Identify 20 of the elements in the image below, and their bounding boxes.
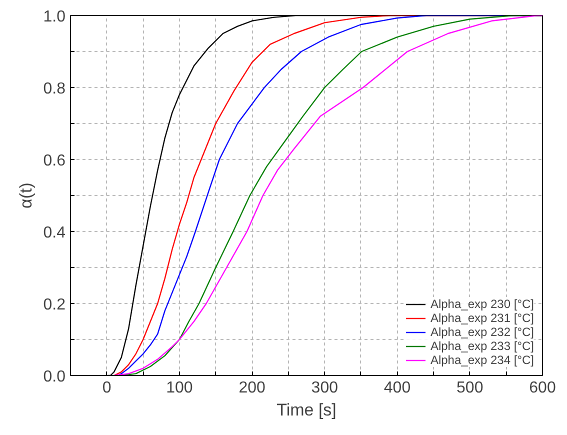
x-tick-label: 500 [456,380,484,396]
x-tick-label: 300 [311,380,338,396]
x-tick-label: 600 [529,380,556,396]
legend-label: Alpha_exp 230 [°C] [430,297,534,311]
y-tick-label: 0.8 [43,80,66,98]
y-tick-label: 0.2 [43,296,66,314]
y-tick-label: 1.0 [43,8,66,26]
y-axis-title: α(t) [16,182,36,208]
y-tick-label: 0.0 [43,368,66,386]
x-tick-label: 0 [102,380,112,396]
x-tick-label: 400 [384,380,411,396]
legend-label: Alpha_exp 231 [°C] [430,311,534,325]
legend-label: Alpha_exp 233 [°C] [430,339,534,353]
legend-label: Alpha_exp 234 [°C] [430,353,534,367]
x-tick-label: 200 [238,380,266,396]
x-tick-label: 100 [166,380,193,396]
x-axis-title: Time [s] [276,400,336,420]
y-tick-label: 0.6 [43,152,66,170]
y-tick-label: 0.4 [43,224,66,242]
legend-label: Alpha_exp 232 [°C] [430,325,534,339]
